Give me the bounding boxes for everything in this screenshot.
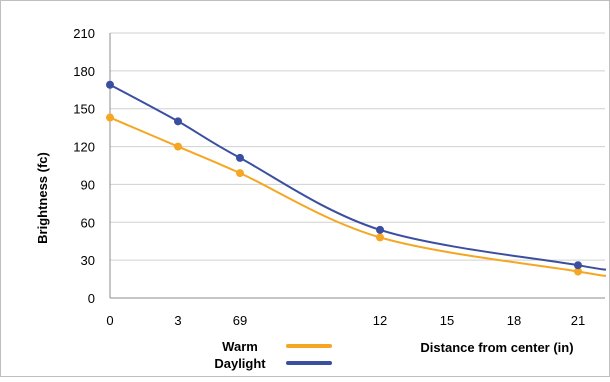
x-tick-label: 12 [373, 313, 387, 328]
data-point [236, 169, 244, 178]
x-tick-label: 21 [571, 313, 585, 328]
y-tick-label: 0 [88, 291, 95, 306]
series-layer [106, 80, 607, 277]
data-point [376, 225, 384, 234]
y-tick-label: 60 [81, 215, 95, 230]
x-axis-label: Distance from center (in) [420, 340, 573, 355]
data-point [574, 267, 582, 276]
y-tick-label: 120 [73, 140, 95, 155]
x-tick-label: 15 [440, 313, 454, 328]
y-tick-label: 180 [73, 64, 95, 79]
legend-label: Daylight [214, 356, 266, 371]
data-point [236, 153, 244, 162]
data-point [106, 113, 114, 122]
series-warm [106, 113, 607, 277]
grid-lines [109, 32, 605, 299]
x-tick-label: 0 [106, 313, 113, 328]
y-axis-label: Brightness (fc) [35, 152, 50, 244]
series-daylight [106, 80, 607, 271]
data-point [106, 80, 114, 89]
y-tick-labels: 0 30 60 90 120 150 180 210 [73, 26, 95, 306]
data-point [376, 233, 384, 242]
y-tick-label: 210 [73, 26, 95, 41]
y-tick-label: 90 [81, 177, 95, 192]
data-point [574, 261, 582, 270]
y-tick-label: 30 [81, 253, 95, 268]
legend-label: Warm [222, 339, 258, 354]
x-tick-label: 18 [507, 313, 521, 328]
legend: Warm Daylight [214, 339, 332, 371]
data-point [174, 142, 182, 151]
y-tick-label: 150 [73, 102, 95, 117]
x-tick-labels: 0 3 69 12 15 18 21 [106, 313, 585, 328]
x-tick-label: 3 [174, 313, 181, 328]
data-point [174, 117, 182, 126]
x-tick-label: 69 [233, 313, 247, 328]
